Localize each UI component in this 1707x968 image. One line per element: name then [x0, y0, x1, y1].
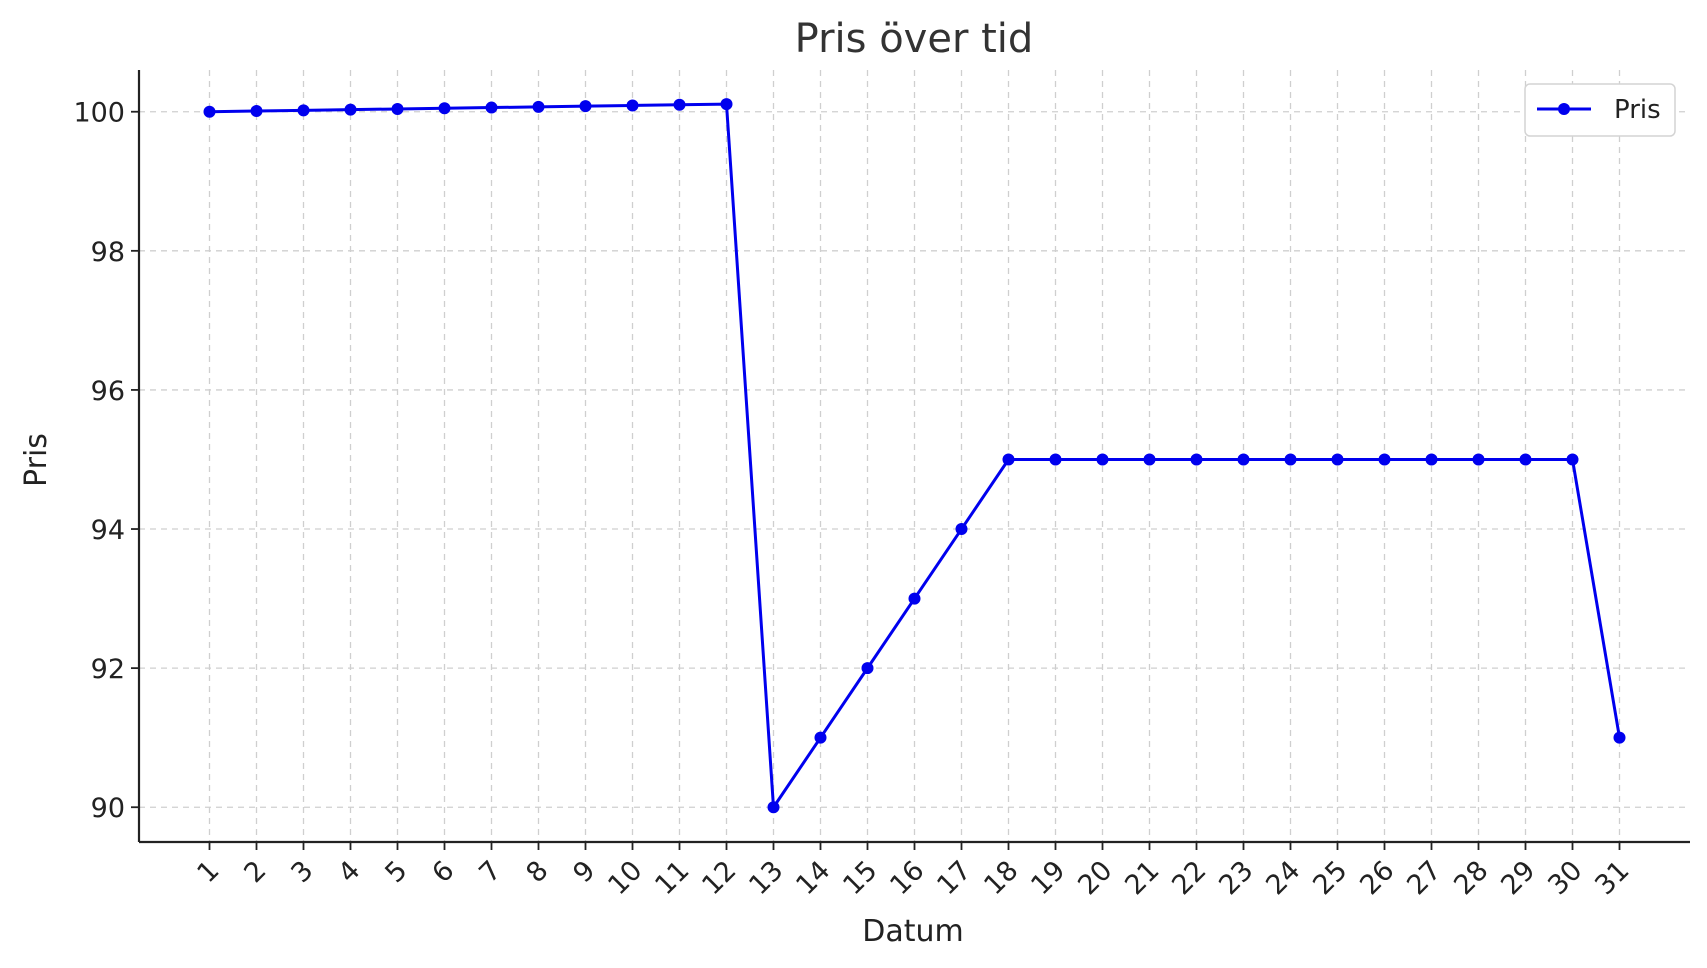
data-point-2	[250, 105, 263, 118]
data-point-3	[297, 104, 310, 117]
data-point-14	[814, 731, 827, 744]
legend-entry-pris: Pris	[1614, 95, 1661, 125]
data-point-13	[767, 801, 780, 814]
data-point-22	[1190, 453, 1203, 466]
legend-box	[1524, 83, 1676, 137]
data-point-29	[1519, 453, 1532, 466]
data-point-9	[579, 100, 592, 113]
data-point-16	[908, 592, 921, 605]
data-point-21	[1143, 453, 1156, 466]
y-axis-ticks: 90 92 94 96 98 100	[73, 98, 139, 824]
y-axis-label: Pris	[19, 433, 54, 487]
data-point-20	[1096, 453, 1109, 466]
y-tick-label-100: 100	[73, 98, 125, 129]
data-point-24	[1284, 453, 1297, 466]
data-point-6	[438, 102, 451, 115]
data-point-23	[1237, 453, 1250, 466]
data-point-31	[1613, 731, 1626, 744]
data-point-19	[1049, 453, 1062, 466]
data-point-5	[391, 102, 404, 115]
legend: Pris	[1524, 83, 1676, 137]
data-point-15	[861, 662, 874, 675]
y-tick-label-94: 94	[91, 515, 125, 546]
data-point-11	[673, 98, 686, 111]
data-point-7	[485, 101, 498, 114]
data-point-17	[955, 523, 968, 536]
data-point-28	[1472, 453, 1485, 466]
data-point-1	[203, 105, 216, 118]
data-point-4	[344, 103, 357, 116]
data-point-12	[720, 98, 733, 111]
y-tick-label-98: 98	[91, 237, 125, 268]
data-point-26	[1378, 453, 1391, 466]
legend-marker-sample	[1558, 103, 1570, 115]
data-point-8	[532, 100, 545, 113]
data-point-27	[1425, 453, 1438, 466]
chart-title: Pris över tid	[795, 16, 1034, 62]
data-point-18	[1002, 453, 1015, 466]
data-point-25	[1331, 453, 1344, 466]
y-tick-label-96: 96	[91, 376, 125, 407]
y-tick-label-90: 90	[91, 793, 125, 824]
series-pris	[203, 98, 1626, 814]
data-point-30	[1566, 453, 1579, 466]
y-tick-label-92: 92	[91, 654, 125, 685]
data-point-10	[626, 99, 639, 112]
x-axis-label: Datum	[862, 914, 963, 949]
